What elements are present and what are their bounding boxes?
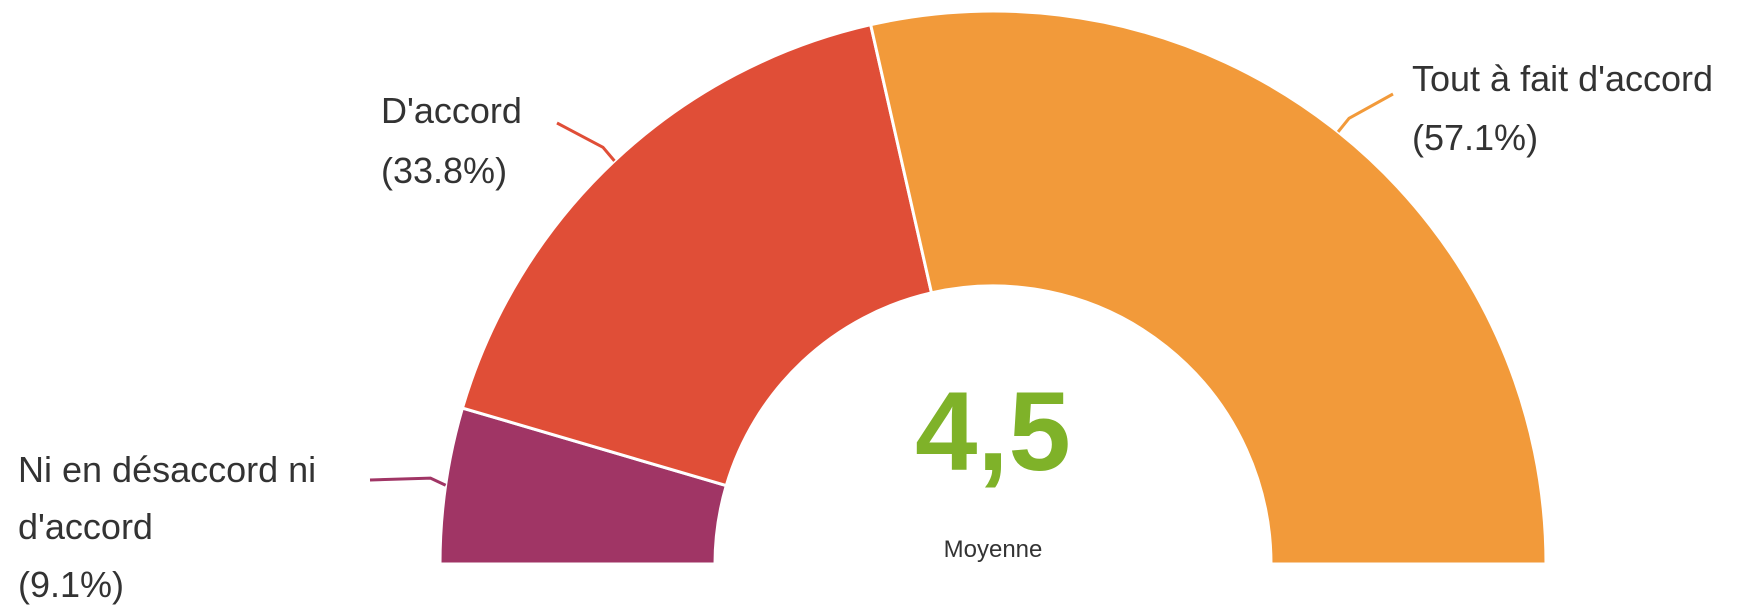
slice bbox=[868, 9, 1548, 566]
slice-value-label: (57.1%) bbox=[1412, 117, 1539, 158]
leader-line bbox=[556, 121, 616, 162]
slice-label: D'accord bbox=[381, 90, 522, 131]
slice-label: Tout à fait d'accord bbox=[1412, 58, 1714, 99]
center-value: 4,5 bbox=[915, 369, 1071, 494]
slice-value-label: (33.8%) bbox=[381, 150, 508, 191]
slice bbox=[460, 22, 934, 488]
slice-value-label: (9.1%) bbox=[18, 564, 125, 605]
center-caption: Moyenne bbox=[944, 536, 1043, 563]
slice-label: Ni en désaccord ni d'accord bbox=[18, 449, 317, 547]
leader-line bbox=[1336, 92, 1394, 133]
leader-line bbox=[369, 476, 447, 487]
